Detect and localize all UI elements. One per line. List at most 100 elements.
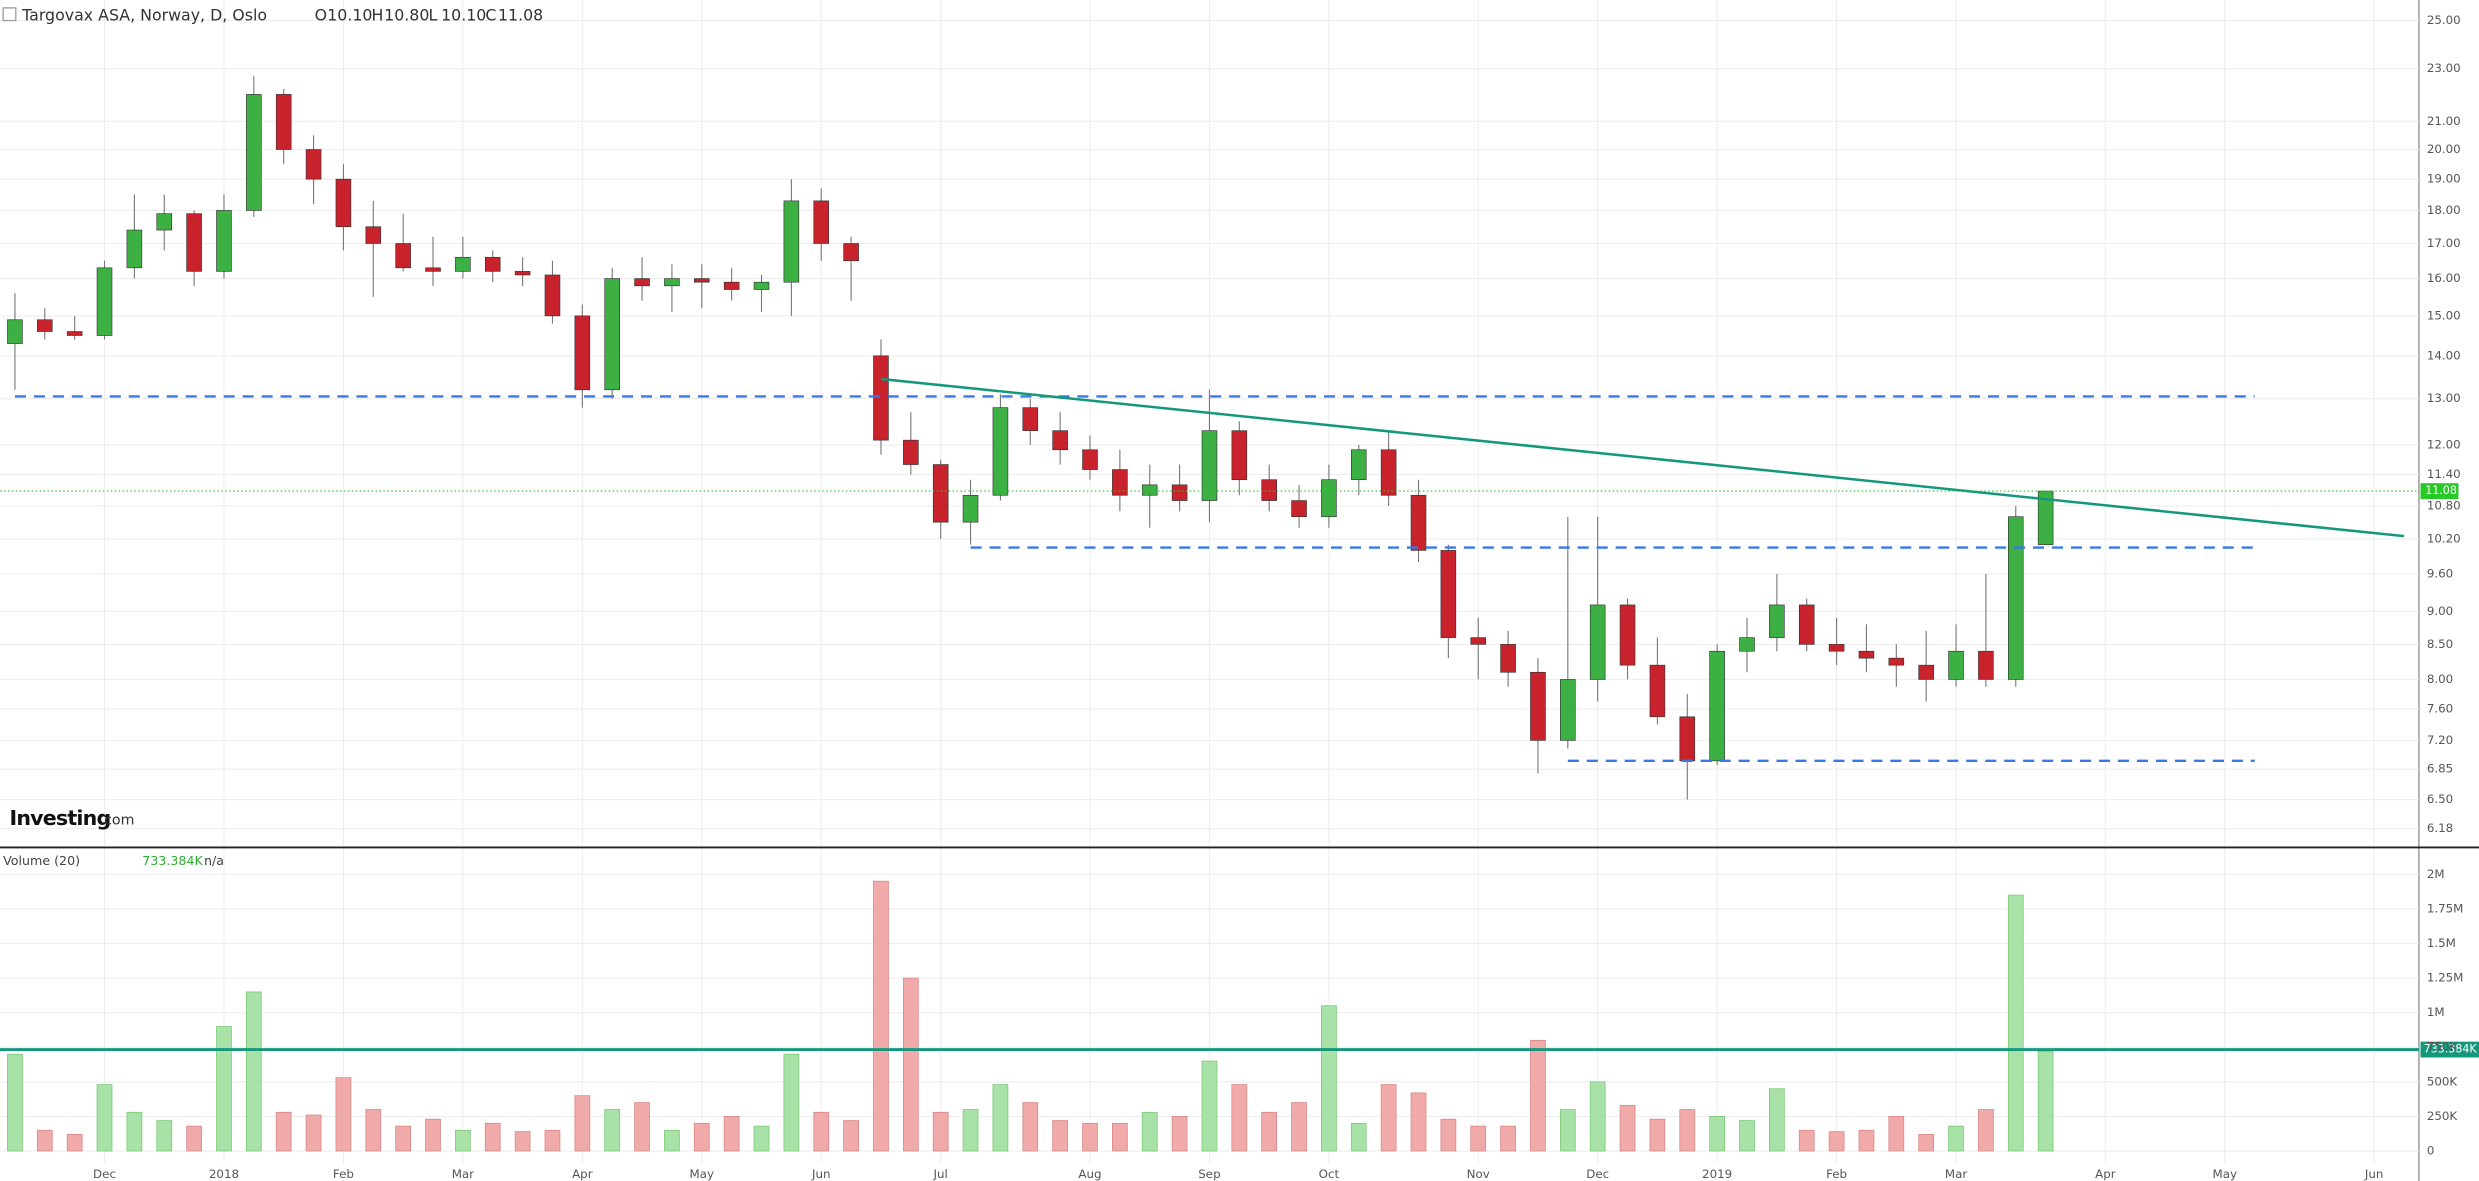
logo-brand: Investing — [9, 806, 110, 830]
candle-body — [1440, 550, 1457, 638]
volume-bar — [2037, 1051, 2054, 1152]
volume-bar — [962, 1109, 979, 1152]
x-tick-label: Jun — [811, 1167, 831, 1181]
candle-body — [1052, 430, 1068, 451]
volume-bar — [544, 1129, 561, 1152]
chart-title: Targovax ASA, Norway, D, Oslo — [21, 5, 267, 24]
candle-body — [1082, 449, 1098, 470]
header-key: O — [315, 5, 327, 24]
volume-bar — [1589, 1081, 1606, 1152]
candle-body — [1828, 644, 1845, 652]
x-tick-label: Apr — [2095, 1167, 2116, 1181]
volume-bar — [36, 1129, 53, 1152]
header-key: C — [485, 5, 496, 24]
y-tick-label: 8.00 — [2427, 672, 2453, 686]
candle-body — [1948, 650, 1964, 680]
volume-bar — [1470, 1125, 1487, 1152]
volume-bar — [873, 880, 889, 1152]
candle-body — [544, 274, 561, 317]
volume-bar — [813, 1111, 830, 1152]
candle-body — [932, 464, 949, 523]
volume-bar — [1858, 1129, 1875, 1152]
candle-body — [604, 278, 620, 391]
volume-bar — [723, 1116, 740, 1152]
volume-tick-label: 500K — [2427, 1074, 2459, 1088]
x-tick-label: Jul — [933, 1167, 948, 1181]
candle-body — [37, 319, 53, 332]
x-tick-label: Dec — [1586, 1167, 1609, 1181]
candle-body — [1798, 604, 1815, 645]
candle-body — [1500, 644, 1516, 673]
volume-bar — [1201, 1060, 1218, 1152]
volume-bar — [186, 1125, 202, 1152]
header-value: 11.08 — [498, 5, 543, 24]
volume-bar — [305, 1114, 322, 1152]
y-tick-label: 10.20 — [2427, 531, 2461, 545]
candle-body — [186, 213, 202, 272]
x-tick-label: 2019 — [1702, 1167, 1732, 1181]
y-tick-label: 14.00 — [2427, 348, 2461, 362]
candle-body — [574, 315, 591, 391]
volume-bar — [484, 1122, 501, 1152]
volume-bar — [604, 1109, 621, 1152]
candle-body — [305, 149, 322, 180]
volume-bar — [1559, 1109, 1576, 1152]
y-tick-label: 6.50 — [2427, 792, 2453, 806]
volume-tick-label: 1.5M — [2427, 936, 2456, 950]
candle-body — [484, 256, 501, 272]
volume-bar — [1500, 1125, 1516, 1152]
candle-body — [126, 229, 143, 269]
volume-bar — [1141, 1111, 1158, 1152]
candle-body — [694, 278, 710, 283]
candle-body — [365, 226, 382, 244]
candle-body — [843, 243, 859, 262]
volume-bar — [455, 1129, 471, 1152]
volume-bar — [1082, 1122, 1098, 1152]
x-tick-label: Mar — [452, 1167, 474, 1181]
volume-tick-label: 2M — [2427, 867, 2445, 881]
volume-bar — [1619, 1104, 1636, 1152]
volume-tick-label: 1.25M — [2427, 971, 2464, 985]
candle-body — [1231, 430, 1248, 481]
volume-tick-label: 250K — [2427, 1109, 2459, 1123]
candle-body — [783, 200, 800, 283]
header-value: 10.10 — [441, 5, 486, 24]
candle-body — [2037, 490, 2054, 545]
volume-bar — [753, 1125, 770, 1152]
candle-body — [1350, 449, 1367, 481]
y-tick-label: 16.00 — [2427, 271, 2461, 285]
candle-body — [514, 271, 531, 276]
y-tick-label: 13.00 — [2427, 391, 2461, 405]
y-tick-label: 9.60 — [2427, 567, 2453, 581]
volume-bar — [1231, 1084, 1248, 1152]
x-tick-label: Oct — [1319, 1167, 1340, 1181]
volume-bar — [514, 1131, 531, 1152]
header-key: L — [428, 5, 437, 24]
y-tick-label: 11.40 — [2427, 467, 2461, 481]
collapse-icon[interactable] — [2, 7, 17, 22]
candle-body — [1739, 637, 1755, 652]
candle-body — [2007, 516, 2024, 680]
volume-bar — [395, 1125, 412, 1152]
volume-title: Volume (20) — [3, 853, 80, 868]
volume-ma-box — [2420, 1041, 2479, 1058]
candle-body — [1291, 500, 1307, 518]
candle-body — [425, 267, 441, 272]
header-value: 10.80 — [384, 5, 429, 24]
volume-bar — [1321, 1005, 1337, 1152]
y-tick-label: 18.00 — [2427, 203, 2461, 217]
volume-bar — [126, 1111, 143, 1152]
volume-tick-label: 0 — [2427, 1144, 2435, 1158]
volume-bar — [1649, 1118, 1666, 1152]
candle-body — [1171, 484, 1188, 501]
x-tick-label: Nov — [1467, 1167, 1490, 1181]
candle-body — [1858, 650, 1875, 659]
candle-body — [1112, 469, 1128, 496]
candle-body — [813, 200, 830, 244]
volume-bar — [1978, 1109, 1994, 1152]
candle-body — [873, 355, 889, 441]
volume-bar — [992, 1084, 1009, 1152]
x-tick-label: May — [690, 1167, 715, 1181]
y-tick-label: 25.00 — [2427, 13, 2461, 27]
volume-bar — [1350, 1122, 1367, 1152]
